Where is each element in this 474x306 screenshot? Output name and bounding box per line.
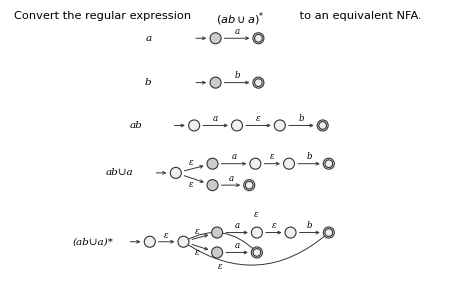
- Text: ε: ε: [195, 227, 200, 236]
- Text: (ab∪a)*: (ab∪a)*: [72, 237, 113, 246]
- Circle shape: [189, 120, 200, 131]
- Text: b: b: [299, 114, 304, 123]
- Circle shape: [211, 227, 223, 238]
- Text: ab: ab: [129, 121, 142, 130]
- Text: ε: ε: [270, 152, 274, 162]
- Circle shape: [253, 33, 264, 44]
- Text: ab∪a: ab∪a: [105, 168, 133, 177]
- Circle shape: [211, 247, 223, 258]
- Text: ε: ε: [189, 180, 193, 189]
- Circle shape: [317, 120, 328, 131]
- Circle shape: [207, 158, 218, 169]
- Text: b: b: [145, 78, 151, 87]
- Text: a: a: [235, 221, 239, 230]
- Circle shape: [323, 227, 334, 238]
- Text: b: b: [234, 71, 240, 80]
- Text: Convert the regular expression: Convert the regular expression: [14, 11, 195, 21]
- Circle shape: [210, 77, 221, 88]
- Circle shape: [170, 167, 182, 178]
- Text: b: b: [306, 152, 312, 162]
- Text: a: a: [228, 174, 233, 183]
- Circle shape: [283, 158, 294, 169]
- Text: ε: ε: [218, 263, 222, 271]
- Text: ε: ε: [189, 158, 193, 167]
- Text: ε: ε: [195, 248, 200, 257]
- Circle shape: [207, 180, 218, 191]
- Text: $(ab\cup a)^{*}$: $(ab\cup a)^{*}$: [216, 11, 264, 28]
- Text: a: a: [235, 241, 239, 250]
- Text: b: b: [307, 221, 312, 230]
- Circle shape: [144, 236, 155, 247]
- Circle shape: [253, 77, 264, 88]
- Circle shape: [323, 158, 334, 169]
- Circle shape: [251, 247, 263, 258]
- Circle shape: [274, 120, 285, 131]
- Text: ε: ε: [164, 230, 169, 240]
- Text: ε: ε: [272, 221, 276, 230]
- Circle shape: [250, 158, 261, 169]
- Circle shape: [231, 120, 243, 131]
- Text: ε: ε: [254, 210, 258, 219]
- Circle shape: [244, 180, 255, 191]
- Text: a: a: [145, 34, 151, 43]
- Circle shape: [178, 236, 189, 247]
- Text: a: a: [213, 114, 218, 123]
- Text: a: a: [231, 152, 237, 162]
- Text: to an equivalent NFA.: to an equivalent NFA.: [296, 11, 422, 21]
- Circle shape: [210, 33, 221, 44]
- Circle shape: [285, 227, 296, 238]
- Text: a: a: [235, 27, 239, 36]
- Text: ε: ε: [256, 114, 261, 123]
- Circle shape: [251, 227, 263, 238]
